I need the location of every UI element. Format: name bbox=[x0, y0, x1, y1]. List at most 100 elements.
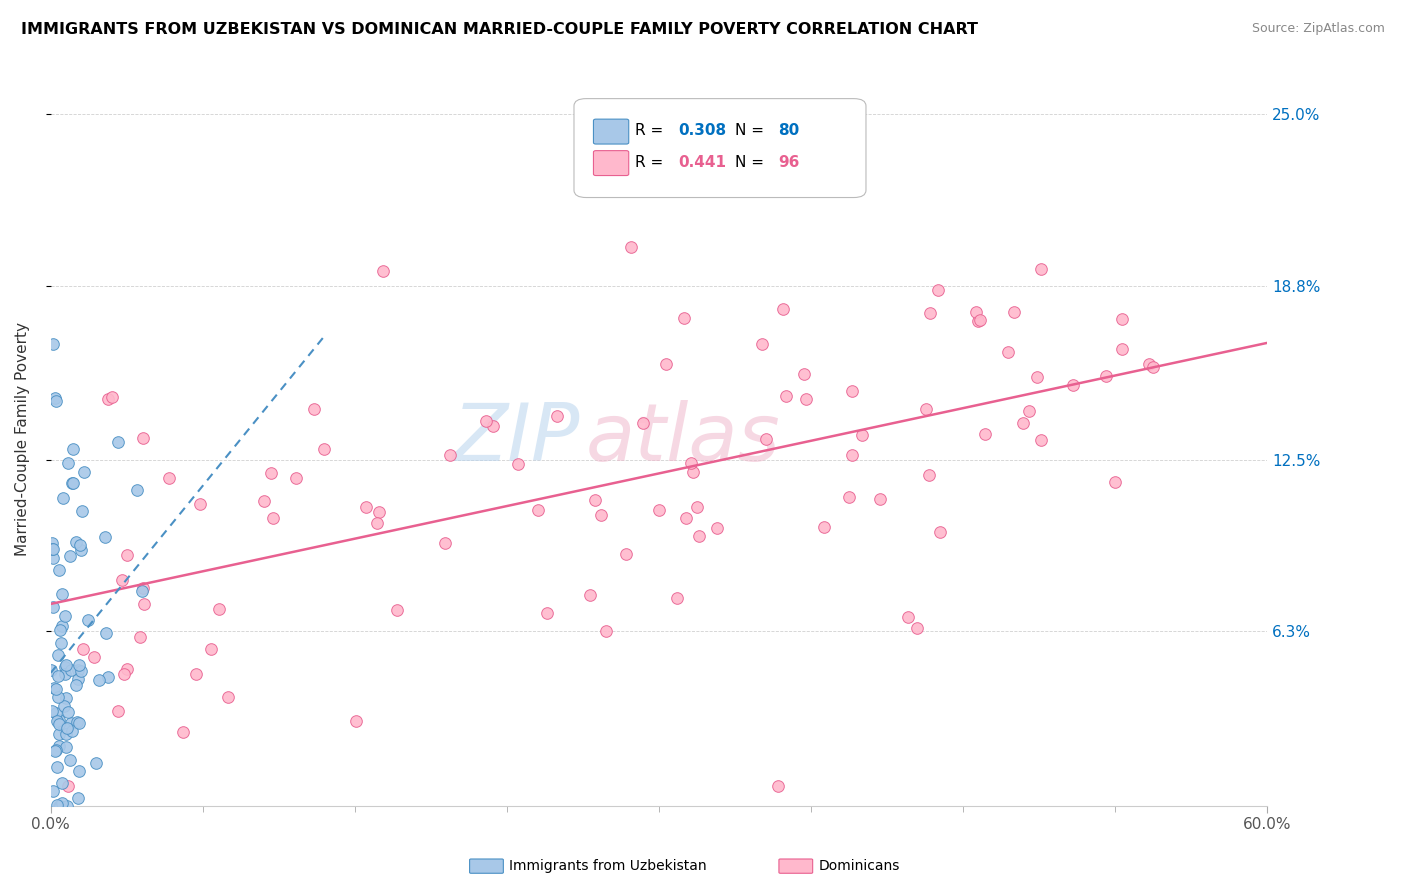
Point bbox=[48, 798, 70, 813]
Point bbox=[65, 535, 87, 549]
Text: IMMIGRANTS FROM UZBEKISTAN VS DOMINICAN MARRIED-COUPLE FAMILY POVERTY CORRELATIO: IMMIGRANTS FROM UZBEKISTAN VS DOMINICAN … bbox=[21, 22, 979, 37]
Point bbox=[45, 681, 67, 696]
Point bbox=[73, 466, 96, 480]
Point bbox=[45, 706, 67, 720]
Point bbox=[1012, 416, 1035, 430]
Text: N =: N = bbox=[734, 155, 769, 169]
Point bbox=[41, 542, 63, 557]
Point bbox=[69, 664, 91, 678]
Point bbox=[94, 530, 117, 544]
Point bbox=[44, 743, 66, 757]
Point bbox=[186, 666, 208, 681]
Point bbox=[1031, 433, 1053, 447]
Point bbox=[45, 743, 67, 757]
Point bbox=[368, 505, 391, 519]
Point bbox=[439, 448, 461, 462]
Point bbox=[775, 389, 797, 403]
Point bbox=[55, 722, 77, 736]
Point bbox=[55, 727, 77, 741]
Point bbox=[46, 669, 69, 683]
Point bbox=[112, 666, 135, 681]
Point bbox=[366, 516, 388, 530]
Point bbox=[66, 672, 89, 686]
Point bbox=[157, 471, 180, 485]
Point bbox=[620, 240, 643, 254]
Point bbox=[59, 715, 82, 730]
Point bbox=[42, 551, 65, 566]
Text: ZIP: ZIP bbox=[453, 401, 581, 478]
Point bbox=[41, 536, 63, 550]
Point bbox=[127, 483, 149, 498]
Point bbox=[111, 573, 134, 587]
Point bbox=[917, 467, 939, 482]
Point bbox=[60, 723, 83, 738]
Text: Immigrants from Uzbekistan: Immigrants from Uzbekistan bbox=[509, 859, 707, 873]
Point bbox=[42, 784, 65, 798]
Point bbox=[1137, 357, 1160, 371]
Point bbox=[58, 456, 80, 470]
Point bbox=[1004, 305, 1026, 319]
Point bbox=[53, 667, 76, 681]
FancyBboxPatch shape bbox=[574, 99, 866, 197]
Text: 0.441: 0.441 bbox=[679, 155, 727, 169]
Point bbox=[41, 337, 63, 351]
Point bbox=[48, 690, 70, 705]
Point bbox=[1018, 403, 1040, 417]
Point bbox=[304, 401, 326, 416]
Point bbox=[896, 610, 918, 624]
Point bbox=[794, 392, 817, 407]
Point bbox=[69, 716, 91, 731]
Point bbox=[546, 409, 568, 424]
Point bbox=[589, 508, 612, 523]
Point bbox=[253, 494, 276, 508]
Point bbox=[583, 493, 606, 508]
Point bbox=[679, 457, 702, 471]
Point bbox=[107, 704, 129, 718]
Point bbox=[62, 476, 84, 491]
Point bbox=[666, 591, 689, 605]
Point bbox=[55, 690, 77, 705]
Text: R =: R = bbox=[636, 155, 668, 169]
Point bbox=[66, 791, 89, 805]
Point bbox=[682, 465, 704, 479]
Point bbox=[131, 583, 153, 598]
Point bbox=[55, 657, 77, 672]
Point bbox=[41, 541, 63, 556]
Point bbox=[200, 641, 222, 656]
Point bbox=[188, 497, 211, 511]
Point bbox=[1142, 359, 1164, 374]
Point bbox=[967, 314, 990, 328]
Point bbox=[41, 704, 63, 718]
Point bbox=[45, 393, 67, 408]
Point bbox=[52, 721, 75, 735]
Point bbox=[70, 503, 93, 517]
Point bbox=[131, 432, 153, 446]
Point bbox=[433, 536, 456, 550]
Point bbox=[51, 796, 73, 810]
Point bbox=[46, 648, 69, 663]
FancyBboxPatch shape bbox=[593, 120, 628, 144]
Point bbox=[48, 563, 70, 577]
Point bbox=[97, 392, 120, 406]
Point bbox=[841, 448, 863, 462]
Point bbox=[46, 760, 69, 774]
Point bbox=[813, 519, 835, 533]
Point bbox=[772, 301, 794, 316]
Point bbox=[67, 658, 90, 673]
Point bbox=[344, 714, 367, 728]
Text: 80: 80 bbox=[779, 122, 800, 137]
Point bbox=[107, 435, 129, 450]
Point bbox=[51, 587, 73, 601]
Point bbox=[686, 500, 709, 514]
Point bbox=[87, 673, 110, 688]
Point bbox=[59, 753, 82, 767]
Point bbox=[49, 623, 72, 637]
Text: Dominicans: Dominicans bbox=[818, 859, 900, 873]
Point bbox=[101, 390, 124, 404]
Text: Source: ZipAtlas.com: Source: ZipAtlas.com bbox=[1251, 22, 1385, 36]
Point bbox=[172, 724, 194, 739]
Point bbox=[208, 601, 231, 615]
Point bbox=[869, 491, 891, 506]
Point bbox=[115, 661, 138, 675]
Point bbox=[754, 433, 776, 447]
